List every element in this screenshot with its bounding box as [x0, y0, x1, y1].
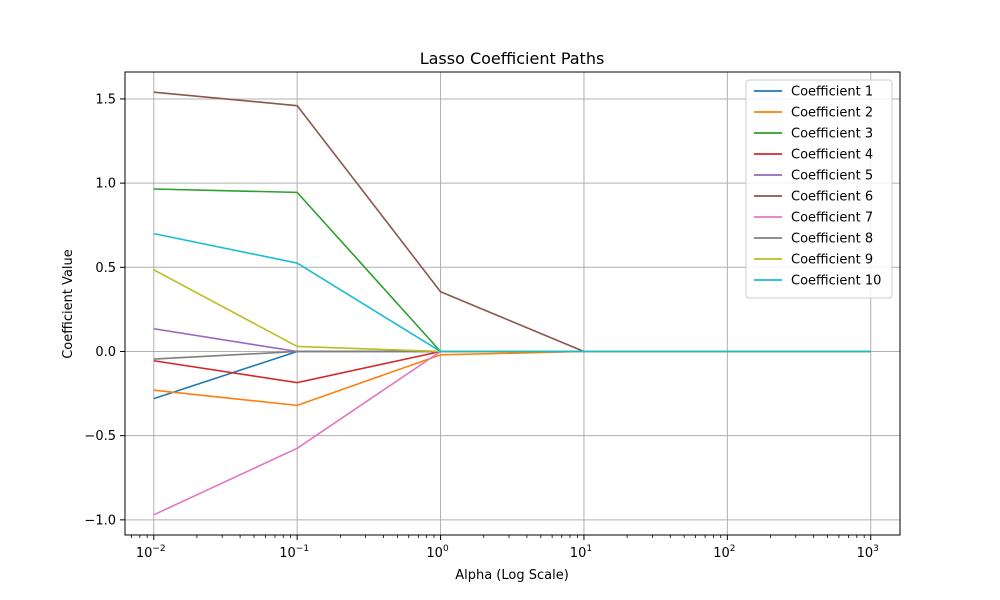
x-tick-label: 10−2	[136, 544, 166, 561]
x-tick-label: 102	[713, 544, 735, 561]
y-tick-label: 0.0	[95, 345, 116, 360]
legend: Coefficient 1 Coefficient 2 Coefficient 3 C…	[745, 79, 893, 299]
x-tick-label: 100	[426, 544, 449, 561]
legend-label: Coefficient 8	[791, 232, 873, 247]
x-tick-label: 103	[857, 544, 879, 561]
y-tick-label: −0.5	[84, 429, 116, 444]
y-tick-label: −1.0	[84, 513, 116, 528]
legend-label: Coefficient 2	[791, 106, 873, 121]
x-tick-label: 101	[570, 544, 592, 561]
y-tick-label: 1.5	[95, 92, 116, 107]
y-tick-label: 1.0	[95, 177, 116, 192]
legend-label: Coefficient 9	[791, 253, 873, 268]
chart-title: Lasso Coefficient Paths	[420, 49, 605, 68]
legend-label: Coefficient 10	[791, 274, 881, 289]
y-axis-label: Coefficient Value	[61, 249, 76, 359]
y-tick-label: 0.5	[95, 261, 116, 276]
legend-label: Coefficient 1	[791, 85, 873, 100]
legend-box	[745, 79, 893, 299]
x-axis-label: Alpha (Log Scale)	[455, 568, 569, 583]
x-axis-ticks: 10−2 10−1 100 101 102 103	[136, 535, 879, 561]
minor-ticks	[131, 535, 865, 538]
series-line-coefficient-10	[153, 232, 871, 353]
series-lines	[153, 91, 871, 516]
plot-area-frame	[124, 71, 901, 536]
legend-label: Coefficient 7	[791, 211, 873, 226]
legend-label: Coefficient 5	[791, 169, 873, 184]
legend-label: Coefficient 3	[791, 127, 873, 142]
y-axis-ticks: −1.0 −0.5 0.0 0.5 1.0 1.5	[84, 92, 125, 528]
legend-label: Coefficient 6	[791, 190, 873, 205]
x-tick-label: 10−1	[279, 544, 309, 561]
legend-label: Coefficient 4	[791, 148, 873, 163]
